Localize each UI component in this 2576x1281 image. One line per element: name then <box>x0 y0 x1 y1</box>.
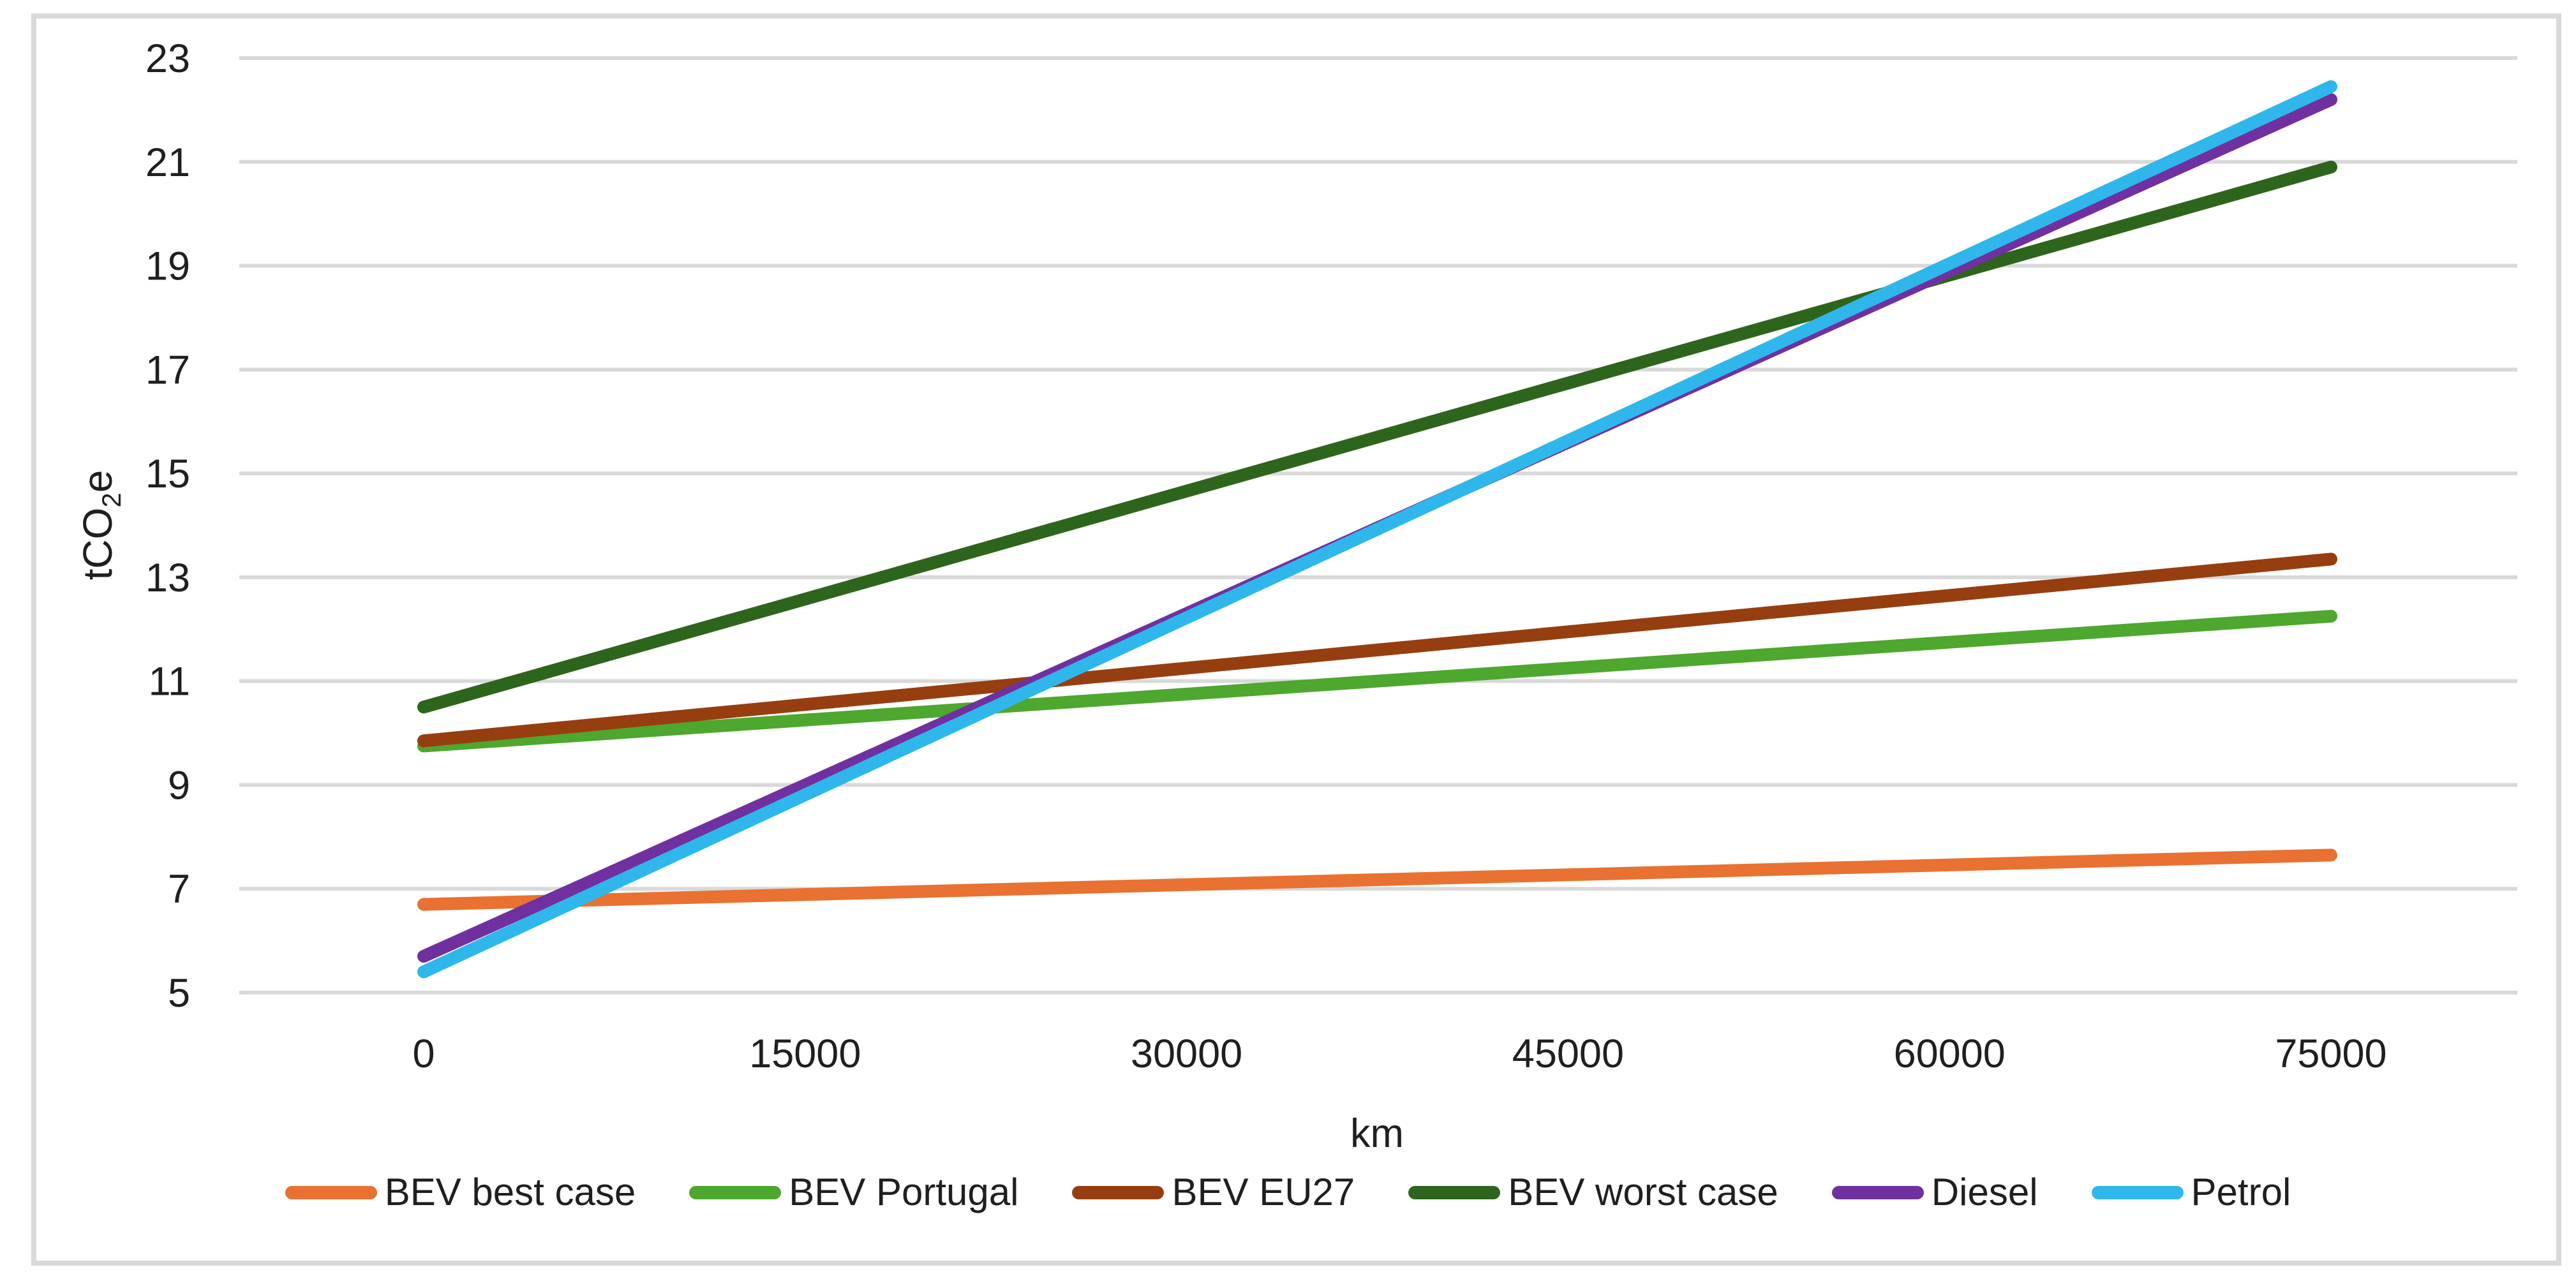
x-tick-label-15000: 15000 <box>749 1032 861 1076</box>
legend-swatch-bev-portugal <box>689 1185 782 1199</box>
x-tick-label-45000: 45000 <box>1512 1032 1624 1076</box>
legend-label: BEV worst case <box>1508 1171 1778 1213</box>
series-line-bev-eu27 <box>417 552 2337 748</box>
gridlines <box>239 56 2517 995</box>
x-tick-label-0: 0 <box>412 1032 435 1076</box>
legend-label: BEV best case <box>384 1171 636 1213</box>
y-axis-title-post: e <box>75 470 121 493</box>
legend-item-bev-worst-case: BEV worst case <box>1408 1173 1778 1211</box>
y-tick-label-9: 9 <box>168 763 190 808</box>
legend-swatch-bev-eu27 <box>1072 1185 1165 1199</box>
y-axis-tick-labels: 5 7 9 11 13 15 17 19 21 23 <box>145 36 190 1016</box>
x-tick-label-60000: 60000 <box>1894 1032 2006 1076</box>
legend-item-bev-portugal: BEV Portugal <box>689 1173 1018 1211</box>
x-axis-title: km <box>1350 1111 1404 1156</box>
legend-item-bev-best-case: BEV best case <box>285 1173 636 1211</box>
legend-label: BEV Portugal <box>789 1171 1019 1213</box>
y-axis-title-sub: 2 <box>96 492 126 507</box>
legend-swatch-bev-best-case <box>285 1185 377 1199</box>
y-tick-label-21: 21 <box>145 140 190 185</box>
y-tick-label-19: 19 <box>145 244 190 289</box>
legend-swatch-bev-worst-case <box>1408 1185 1501 1199</box>
x-tick-label-75000: 75000 <box>2275 1032 2386 1076</box>
y-tick-label-11: 11 <box>149 660 190 704</box>
series-line-bev-worst-case <box>417 160 2337 714</box>
legend-item-bev-eu27: BEV EU27 <box>1072 1173 1355 1211</box>
legend-label: BEV EU27 <box>1172 1171 1355 1213</box>
series-line-bev-portugal <box>417 609 2337 753</box>
chart-legend: BEV best case BEV Portugal BEV EU27 BEV wor… <box>0 1169 2576 1215</box>
y-tick-label-7: 7 <box>168 867 190 912</box>
legend-swatch-diesel <box>1831 1185 1924 1199</box>
y-tick-label-13: 13 <box>145 556 190 600</box>
x-tick-label-30000: 30000 <box>1131 1032 1242 1076</box>
series-line-bev-best-case <box>417 848 2337 911</box>
legend-label: Petrol <box>2191 1171 2291 1213</box>
y-tick-label-15: 15 <box>145 452 190 496</box>
y-axis-title: tCO2e <box>75 470 126 581</box>
x-axis-tick-labels: 0 15000 30000 45000 60000 75000 <box>412 1032 2386 1076</box>
legend-swatch-petrol <box>2091 1185 2184 1199</box>
y-tick-label-17: 17 <box>145 348 190 392</box>
y-axis-title-pre: tCO <box>75 508 121 581</box>
legend-item-diesel: Diesel <box>1831 1171 2038 1213</box>
legend-label: Diesel <box>1931 1171 2038 1213</box>
y-tick-label-5: 5 <box>168 971 190 1016</box>
legend-item-petrol: Petrol <box>2091 1171 2291 1213</box>
y-tick-label-23: 23 <box>145 36 190 81</box>
series-lines <box>417 80 2337 979</box>
series-line-petrol <box>417 80 2337 979</box>
